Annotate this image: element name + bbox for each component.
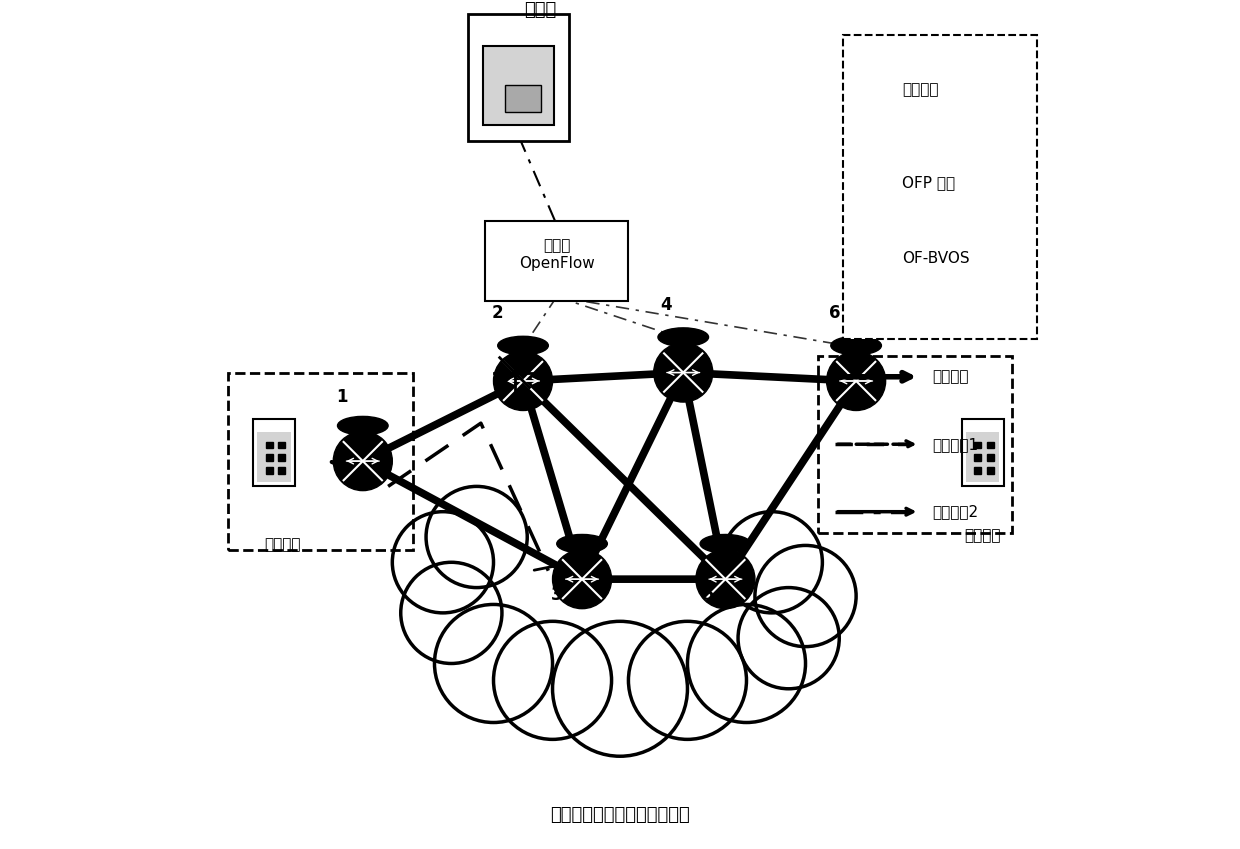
Text: 1: 1: [336, 388, 347, 407]
Text: 工作路径: 工作路径: [932, 369, 968, 385]
Text: 4: 4: [661, 295, 672, 313]
Text: 数据中心: 数据中心: [965, 529, 1001, 543]
Bar: [253, 419, 295, 486]
FancyBboxPatch shape: [485, 221, 629, 301]
Bar: [987, 467, 993, 474]
Bar: [279, 441, 285, 448]
Bar: [873, 75, 879, 82]
Circle shape: [553, 549, 611, 609]
Ellipse shape: [497, 336, 548, 355]
Text: 扩展的
OpenFlow: 扩展的 OpenFlow: [518, 239, 595, 271]
Text: 软件定义数据中心弹性光网络: 软件定义数据中心弹性光网络: [551, 807, 689, 824]
Ellipse shape: [701, 535, 750, 553]
Bar: [258, 431, 291, 482]
FancyBboxPatch shape: [469, 14, 569, 141]
Text: 数据中心: 数据中心: [903, 82, 939, 98]
Text: 控制器: 控制器: [523, 1, 556, 19]
Bar: [975, 467, 981, 474]
Text: OF-BVOS: OF-BVOS: [903, 251, 970, 267]
Bar: [265, 441, 273, 448]
Bar: [265, 467, 273, 474]
Text: 数据中心: 数据中心: [264, 537, 301, 552]
FancyBboxPatch shape: [843, 36, 1038, 339]
Bar: [856, 65, 882, 107]
Text: 恢复路径2: 恢复路径2: [932, 504, 978, 520]
Bar: [987, 441, 993, 448]
FancyBboxPatch shape: [506, 85, 541, 112]
Bar: [975, 454, 981, 461]
Bar: [861, 62, 867, 69]
Bar: [861, 77, 877, 103]
Circle shape: [827, 351, 885, 411]
Bar: [265, 454, 273, 461]
Text: OFP 代理: OFP 代理: [903, 175, 956, 190]
Circle shape: [696, 549, 755, 609]
Bar: [966, 431, 999, 482]
Text: 2: 2: [492, 304, 503, 322]
Bar: [279, 454, 285, 461]
Ellipse shape: [658, 328, 708, 346]
Ellipse shape: [831, 336, 882, 355]
Text: 3: 3: [551, 587, 563, 604]
Circle shape: [851, 240, 888, 278]
Bar: [975, 441, 981, 448]
Bar: [861, 87, 867, 94]
Text: 恢复路径1: 恢复路径1: [932, 436, 978, 452]
Bar: [987, 454, 993, 461]
Text: 5: 5: [703, 587, 714, 604]
Bar: [961, 419, 1003, 486]
Circle shape: [494, 351, 553, 411]
Bar: [873, 87, 879, 94]
Ellipse shape: [848, 175, 890, 190]
Ellipse shape: [337, 416, 388, 435]
Bar: [279, 467, 285, 474]
Ellipse shape: [557, 535, 608, 553]
Circle shape: [334, 431, 392, 491]
Text: 6: 6: [830, 304, 841, 322]
Circle shape: [653, 343, 713, 402]
Bar: [873, 62, 879, 69]
Bar: [861, 75, 867, 82]
FancyBboxPatch shape: [484, 46, 554, 126]
